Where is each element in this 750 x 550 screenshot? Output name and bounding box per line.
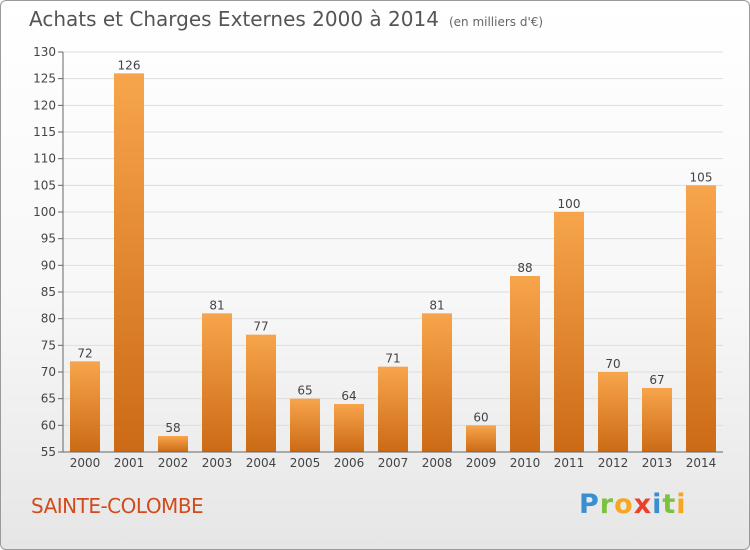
bars	[70, 73, 716, 453]
logo-letter: i	[652, 489, 663, 520]
y-tick-label: 125	[33, 72, 56, 86]
bar	[202, 313, 232, 452]
data-label: 81	[209, 298, 224, 312]
y-tick-label: 110	[33, 152, 56, 166]
y-tick-label: 55	[41, 445, 56, 459]
y-tick-label: 80	[41, 312, 56, 326]
x-tick-label: 2001	[114, 456, 145, 470]
data-label: 58	[165, 421, 180, 435]
data-label: 65	[297, 384, 312, 398]
bar	[290, 398, 320, 452]
x-tick-label: 2011	[554, 456, 585, 470]
commune-name: SAINTE-COLOMBE	[31, 494, 204, 518]
bar	[70, 361, 100, 452]
x-tick-label: 2007	[378, 456, 409, 470]
x-tick-label: 2013	[642, 456, 673, 470]
data-label: 70	[605, 357, 620, 371]
y-tick-label: 100	[33, 205, 56, 219]
data-label: 71	[385, 352, 400, 366]
proxiti-logo[interactable]: Proxiti	[579, 489, 687, 520]
data-label: 77	[253, 320, 268, 334]
x-tick-label: 2006	[334, 456, 365, 470]
y-tick-label: 90	[41, 258, 56, 272]
y-tick-label: 95	[41, 232, 56, 246]
bar	[642, 388, 672, 452]
x-tick-label: 2008	[422, 456, 453, 470]
logo-letter: t	[662, 489, 677, 520]
y-tick-label: 60	[41, 418, 56, 432]
x-tick-label: 2014	[686, 456, 717, 470]
logo-letter: r	[599, 489, 615, 520]
data-label: 105	[690, 170, 713, 184]
logo-letter: i	[676, 489, 687, 520]
chart-title: Achats et Charges Externes 2000 à 2014 (e…	[29, 7, 543, 31]
data-labels: 72 126 58 81 77 65 64 71 81 60 88 100 70 67 105	[77, 58, 712, 435]
bar	[554, 212, 584, 452]
logo-letter: o	[614, 489, 634, 520]
x-tick-label: 2002	[158, 456, 189, 470]
data-label: 126	[118, 58, 141, 72]
y-tick-label: 130	[33, 45, 56, 59]
data-label: 60	[473, 410, 488, 424]
y-axis: 55 60 65 70 75 80 85 90 95 100 105 110 115 120 125 130	[33, 45, 64, 459]
x-tick-label: 2005	[290, 456, 321, 470]
bar	[114, 73, 144, 452]
bar	[378, 366, 408, 452]
data-label: 81	[429, 298, 444, 312]
bar	[686, 185, 716, 453]
x-tick-label: 2010	[510, 456, 541, 470]
y-tick-label: 120	[33, 98, 56, 112]
logo-letter: P	[579, 489, 600, 520]
y-tick-label: 70	[41, 365, 56, 379]
x-tick-label: 2004	[246, 456, 277, 470]
x-tick-label: 2003	[202, 456, 233, 470]
data-label: 88	[517, 261, 532, 275]
y-tick-label: 105	[33, 178, 56, 192]
chart-subtitle: (en milliers d'€)	[448, 15, 544, 29]
x-axis: 2000 2001 2002 2003 2004 2005 2006 2007 2008 2009…	[63, 451, 723, 470]
bar	[334, 404, 364, 452]
bar	[466, 425, 496, 452]
bar	[422, 313, 452, 452]
bar	[158, 436, 188, 452]
y-tick-label: 65	[41, 392, 56, 406]
data-label: 100	[558, 197, 581, 211]
data-label: 64	[341, 389, 356, 403]
title-text: Achats et Charges Externes 2000 à 2014	[29, 7, 439, 31]
data-label: 72	[77, 346, 92, 360]
bar	[246, 334, 276, 452]
y-tick-label: 75	[41, 338, 56, 352]
y-tick-label: 85	[41, 285, 56, 299]
y-tick-label: 115	[33, 125, 56, 139]
logo-letter: x	[633, 489, 653, 520]
x-tick-label: 2000	[70, 456, 101, 470]
bar	[510, 276, 540, 452]
data-label: 67	[649, 373, 664, 387]
bar	[598, 372, 628, 452]
x-tick-label: 2012	[598, 456, 629, 470]
x-tick-label: 2009	[466, 456, 497, 470]
